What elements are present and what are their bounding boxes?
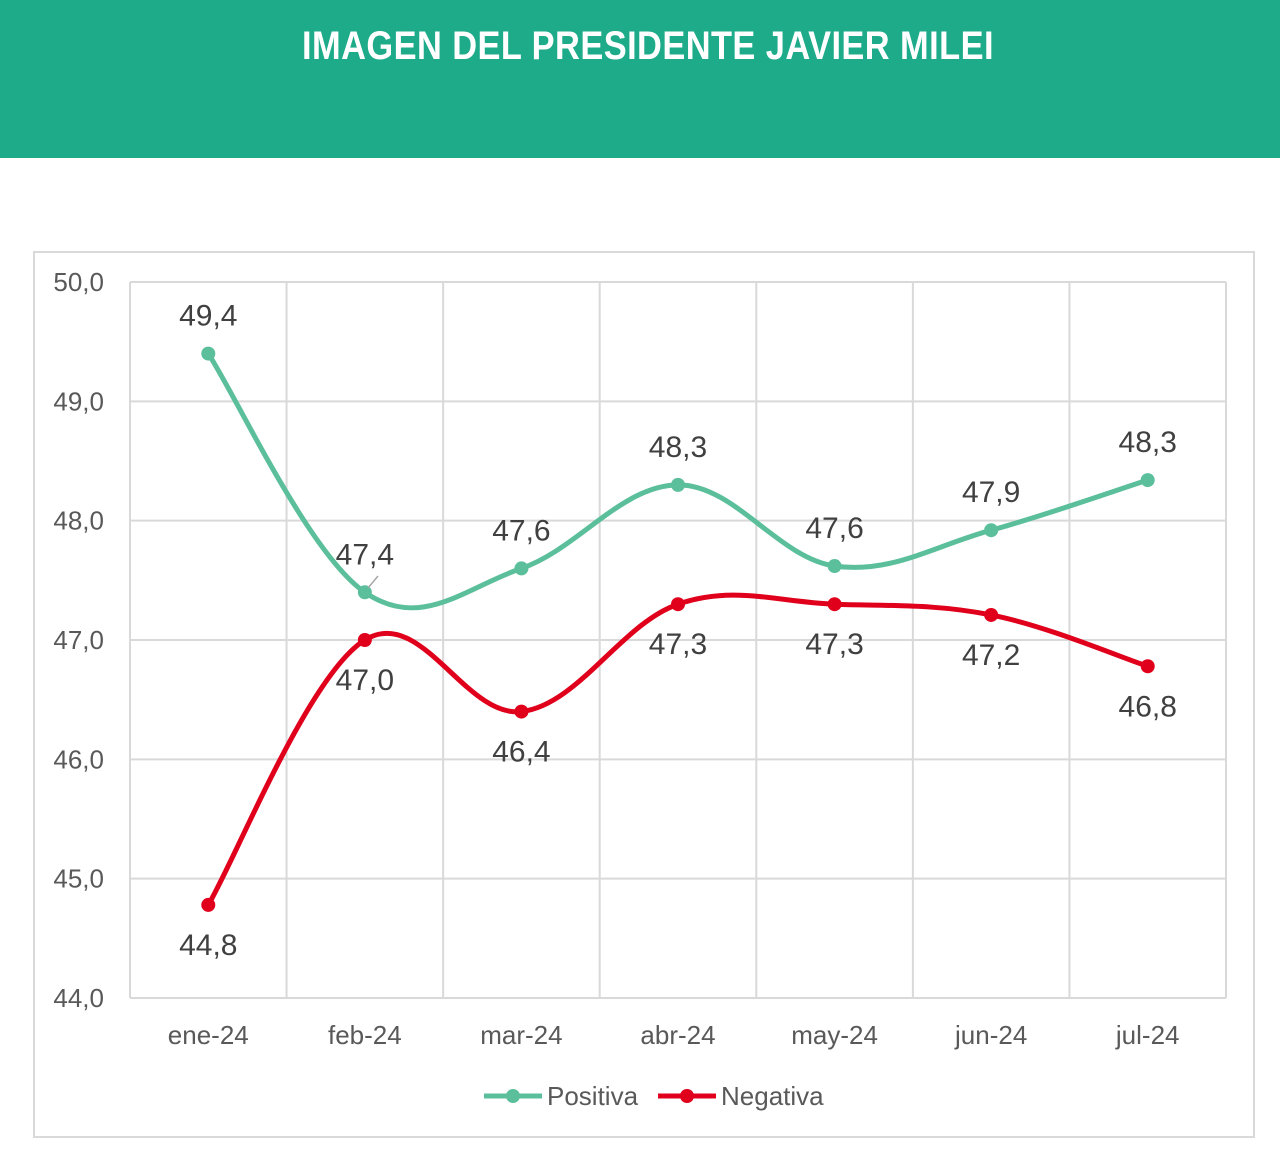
- label-leader-line: [367, 575, 379, 589]
- data-label-negativa: 47,3: [649, 628, 707, 661]
- data-label-positiva: 48,3: [1119, 426, 1177, 459]
- y-tick-label: 44,0: [53, 983, 104, 1013]
- data-point-negativa: [1140, 659, 1155, 674]
- data-point-negativa: [671, 597, 685, 612]
- y-tick-label: 50,0: [53, 267, 104, 297]
- data-point-negativa: [357, 633, 372, 647]
- data-label-positiva: 47,9: [962, 476, 1020, 509]
- x-tick-label: feb-24: [328, 1020, 402, 1050]
- data-label-positiva: 47,4: [336, 538, 394, 571]
- data-point-negativa: [984, 607, 999, 622]
- data-point-positiva: [357, 585, 372, 600]
- data-label-negativa: 46,4: [492, 736, 550, 769]
- x-tick-label: ene-24: [168, 1020, 249, 1050]
- data-label-positiva: 47,6: [805, 512, 863, 545]
- x-tick-label: mar-24: [480, 1020, 562, 1050]
- data-label-negativa: 44,8: [179, 929, 237, 962]
- data-label-negativa: 47,3: [805, 628, 863, 661]
- x-tick-label: may-24: [791, 1020, 878, 1050]
- data-label-negativa: 47,0: [336, 664, 394, 697]
- x-tick-label: jun-24: [954, 1020, 1027, 1050]
- y-tick-label: 47,0: [53, 625, 104, 655]
- data-point-positiva: [827, 559, 842, 574]
- data-point-positiva: [984, 523, 999, 538]
- data-point-positiva: [201, 346, 216, 361]
- legend-label-negativa: Negativa: [721, 1081, 824, 1111]
- data-point-positiva: [1140, 473, 1155, 488]
- legend-label-positiva: Positiva: [547, 1081, 639, 1111]
- data-label-positiva: 48,3: [649, 431, 707, 464]
- x-tick-label: abr-24: [640, 1020, 715, 1050]
- data-point-negativa: [201, 897, 216, 912]
- y-tick-label: 45,0: [53, 864, 104, 894]
- legend-marker-positiva: [506, 1089, 520, 1103]
- data-label-positiva: 49,4: [179, 300, 237, 333]
- data-point-positiva: [671, 477, 685, 492]
- data-label-negativa: 46,8: [1119, 690, 1177, 723]
- page-title: IMAGEN DEL PRESIDENTE JAVIER MILEI: [302, 24, 994, 68]
- data-label-positiva: 47,6: [492, 514, 550, 547]
- y-tick-label: 46,0: [53, 744, 104, 774]
- data-point-positiva: [514, 561, 529, 576]
- legend-marker-negativa: [680, 1089, 694, 1103]
- series-line-negativa: [205, 592, 1151, 908]
- x-tick-label: jul-24: [1115, 1020, 1180, 1050]
- data-point-negativa: [827, 597, 842, 612]
- y-tick-label: 49,0: [53, 386, 104, 416]
- data-label-negativa: 47,2: [962, 639, 1020, 672]
- header-banner: IMAGEN DEL PRESIDENTE JAVIER MILEI: [0, 0, 1280, 158]
- y-tick-label: 48,0: [53, 506, 104, 536]
- data-point-negativa: [514, 704, 529, 719]
